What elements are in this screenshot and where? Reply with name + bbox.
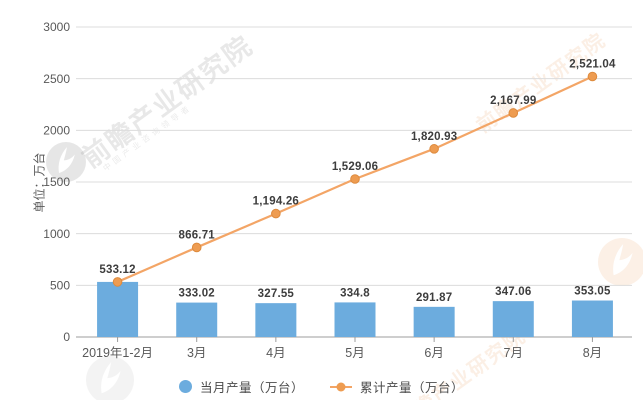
bar-value-label: 353.05 bbox=[574, 286, 611, 298]
line-marker bbox=[112, 277, 123, 287]
y-tick-label: 1000 bbox=[43, 227, 70, 241]
legend-line-marker-icon bbox=[330, 382, 352, 391]
x-tick-label: 3月 bbox=[187, 346, 206, 360]
y-tick-label: 2500 bbox=[43, 72, 70, 86]
bar-2019年1-2月 bbox=[97, 281, 139, 337]
line-marker bbox=[508, 108, 519, 118]
bar-5月 bbox=[334, 302, 376, 337]
y-tick-label: 0 bbox=[63, 330, 70, 344]
x-tick-label: 4月 bbox=[266, 346, 285, 360]
bar-value-label: 333.02 bbox=[179, 288, 215, 300]
legend-label-monthly-output: 当月产量（万台） bbox=[199, 381, 304, 395]
legend-label-cumulative-output: 累计产量（万台） bbox=[360, 381, 465, 395]
bar-8月 bbox=[571, 300, 613, 337]
legend-line-dot-icon bbox=[336, 382, 346, 391]
x-tick-label: 6月 bbox=[424, 346, 443, 360]
line-value-label: 866.71 bbox=[179, 229, 216, 241]
line-value-label: 1,194.26 bbox=[253, 196, 299, 208]
y-tick-label: 2000 bbox=[43, 124, 70, 138]
bar-value-label: 347.06 bbox=[495, 286, 531, 298]
x-tick-label: 2019年1-2月 bbox=[82, 346, 153, 360]
x-tick-label: 5月 bbox=[345, 346, 364, 360]
y-tick-label: 500 bbox=[50, 279, 70, 293]
x-tick-label: 7月 bbox=[504, 346, 523, 360]
legend: 当月产量（万台） 累计产量（万台） bbox=[0, 377, 643, 396]
bar-7月 bbox=[492, 301, 534, 337]
legend-item-monthly-output: 当月产量（万台） bbox=[178, 377, 304, 396]
legend-bar-marker-icon bbox=[178, 380, 192, 393]
line-marker bbox=[429, 144, 439, 154]
bar-value-label: 291.87 bbox=[416, 292, 452, 304]
line-value-label: 2,521.04 bbox=[569, 58, 616, 70]
line-value-label: 533.12 bbox=[99, 264, 135, 276]
line-marker bbox=[587, 71, 598, 82]
x-tick-label: 8月 bbox=[583, 346, 602, 360]
bar-value-label: 327.55 bbox=[258, 288, 295, 300]
line-marker bbox=[271, 208, 281, 219]
y-tick-label: 1500 bbox=[43, 175, 70, 189]
bar-6月 bbox=[413, 306, 455, 337]
line-marker bbox=[350, 174, 360, 184]
line-value-label: 1,529.06 bbox=[332, 161, 378, 173]
bar-3月 bbox=[176, 302, 218, 337]
line-value-label: 1,820.93 bbox=[411, 131, 457, 143]
y-tick-label: 3000 bbox=[43, 20, 70, 34]
legend-item-cumulative-output: 累计产量（万台） bbox=[330, 377, 464, 396]
line-marker bbox=[191, 242, 202, 253]
bar-value-label: 334.8 bbox=[340, 287, 370, 299]
bar-4月 bbox=[255, 303, 297, 337]
line-value-label: 2,167.99 bbox=[490, 95, 536, 107]
